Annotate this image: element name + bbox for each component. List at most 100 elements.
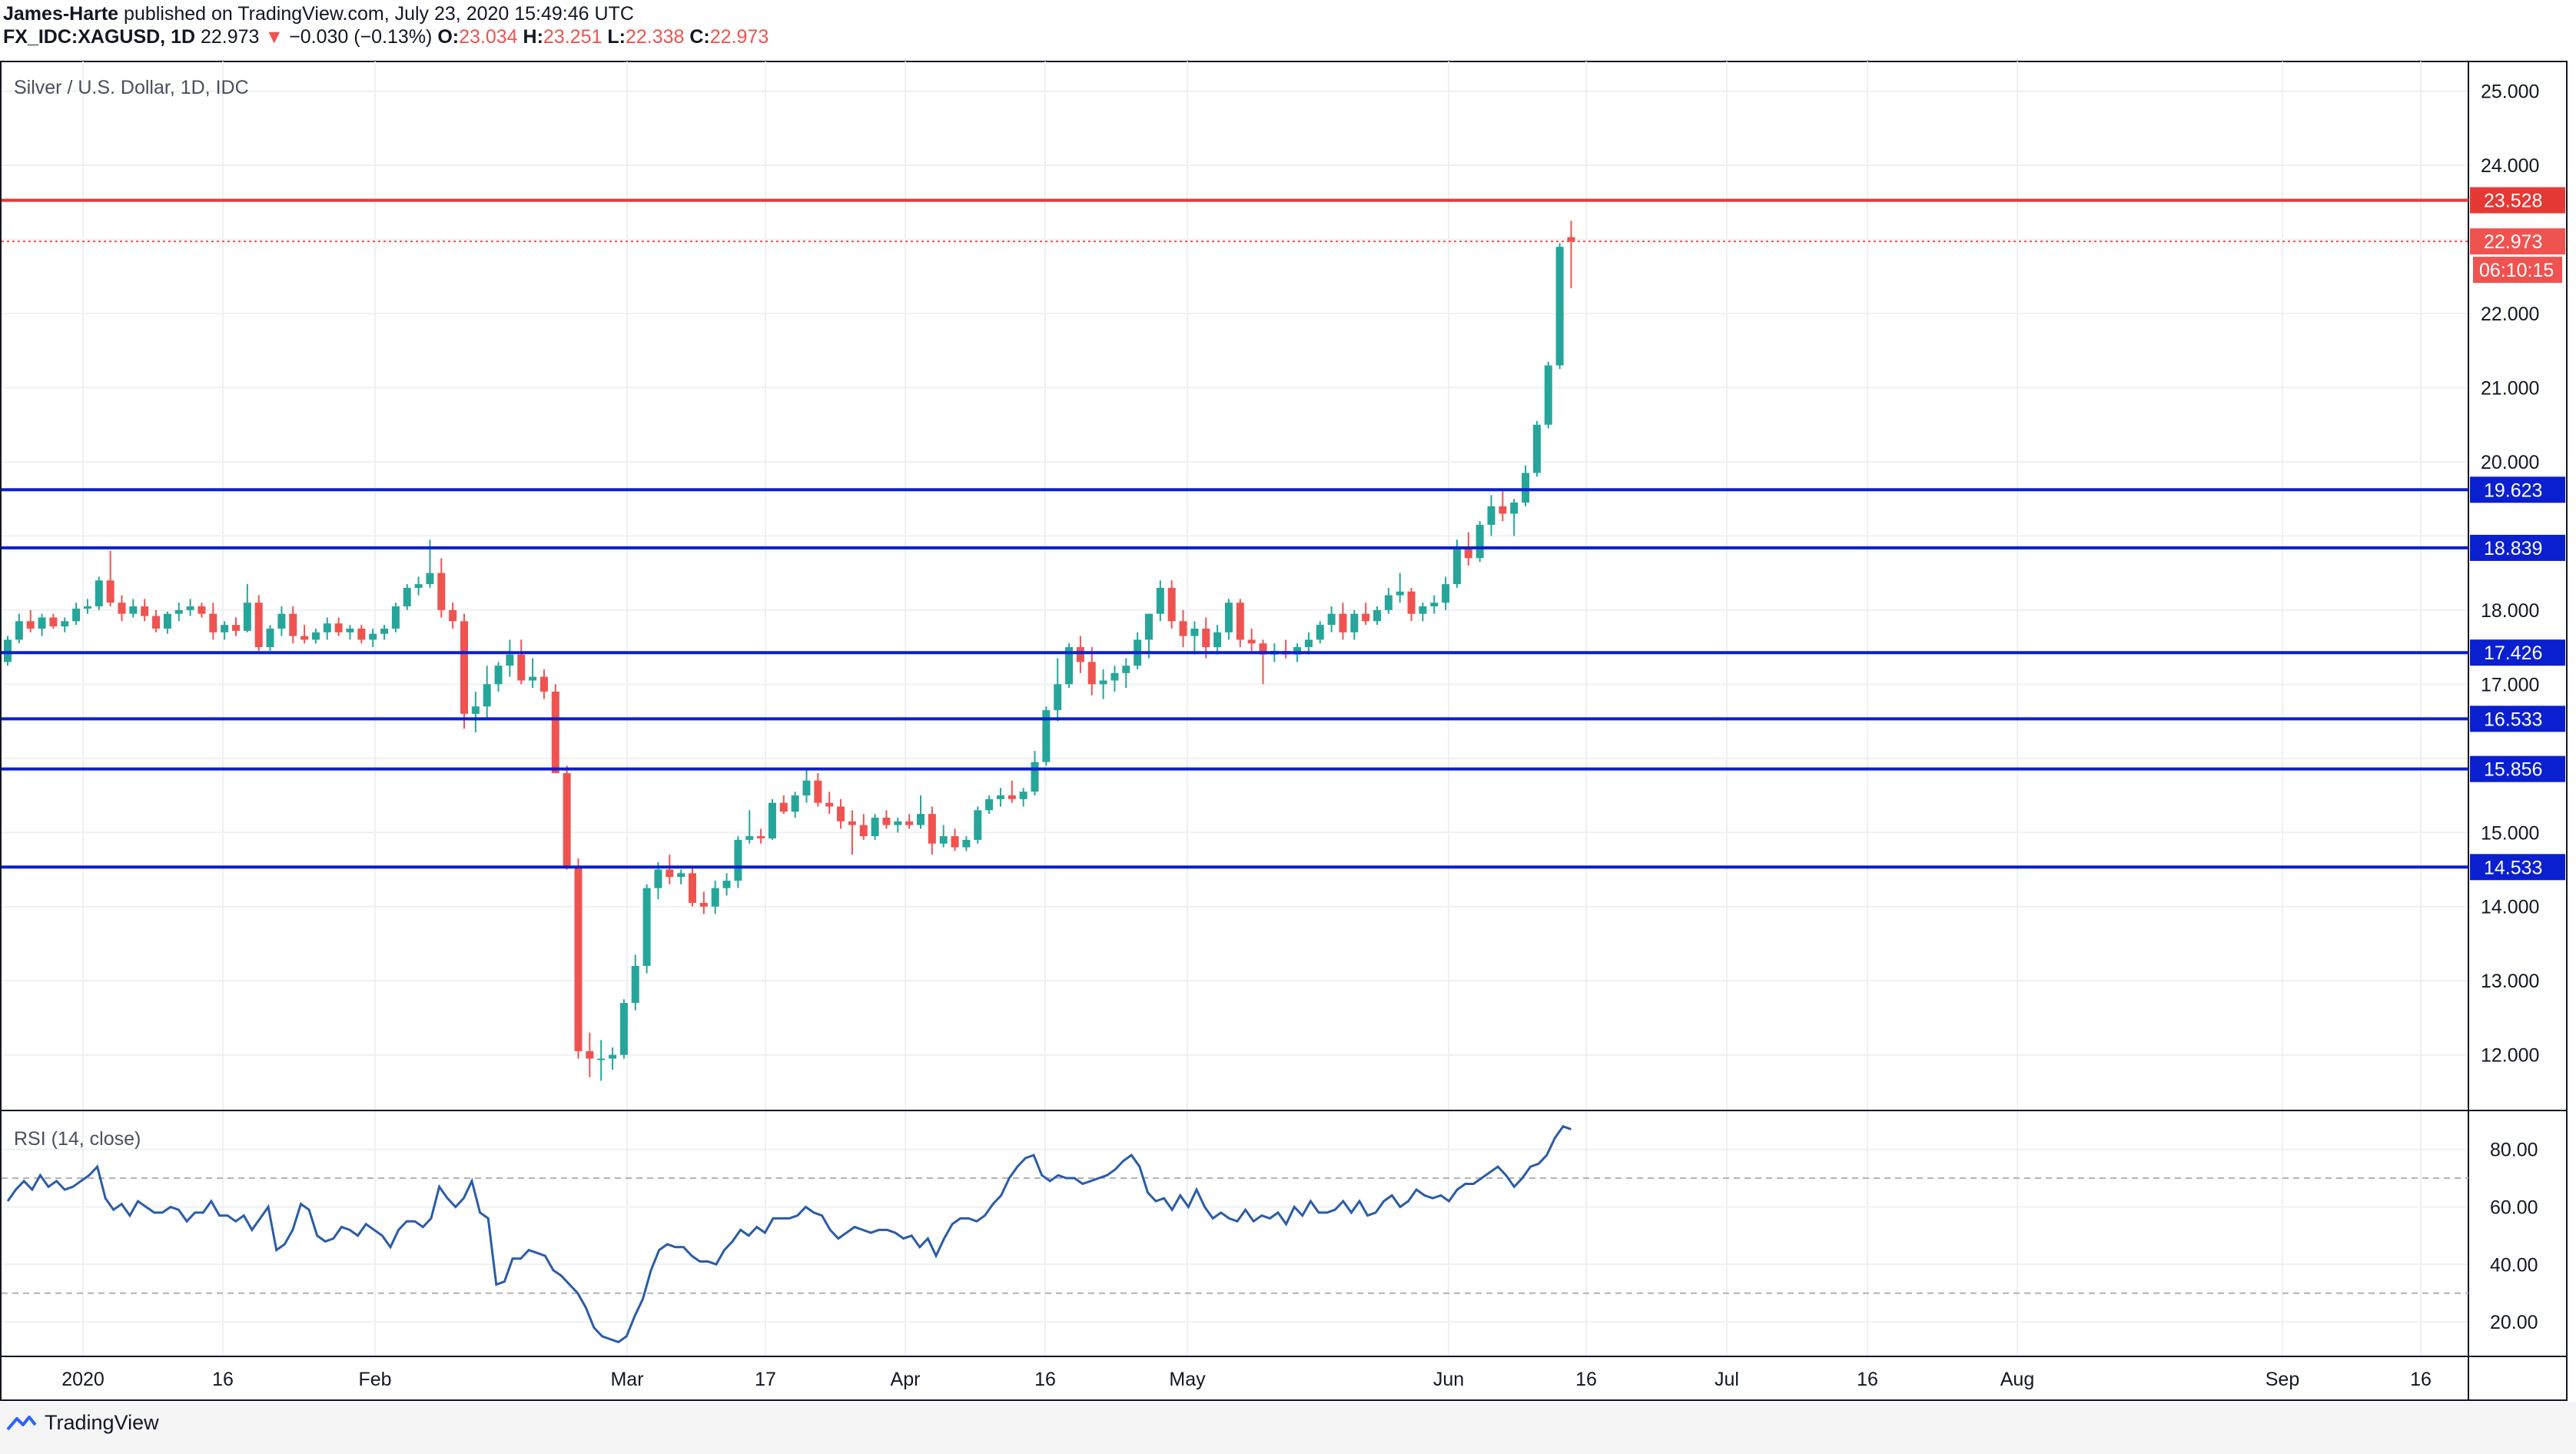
time-tick-label: Feb xyxy=(358,1369,391,1390)
rsi-tick-label: 20.00 xyxy=(2490,1312,2538,1333)
candle-up xyxy=(1384,595,1393,610)
candle-up xyxy=(506,654,514,666)
author-name[interactable]: James-Harte xyxy=(3,3,119,25)
candle-down xyxy=(209,613,217,632)
last-price-box xyxy=(2470,228,2565,255)
candle-up xyxy=(494,666,503,685)
candle-down xyxy=(814,780,822,803)
candle-up xyxy=(1224,603,1233,632)
rsi-tick-label: 60.00 xyxy=(2490,1197,2538,1218)
candle-down xyxy=(437,573,446,610)
candle-down xyxy=(1247,639,1256,644)
candle-up xyxy=(529,676,537,681)
level-label: 15.856 xyxy=(2484,759,2542,781)
tradingview-logo[interactable]: TradingView xyxy=(6,1411,159,1435)
candle-down xyxy=(449,609,457,622)
candle-down xyxy=(882,817,891,825)
candle-up xyxy=(1304,639,1313,648)
candle-up xyxy=(61,621,69,627)
candle-up xyxy=(1373,609,1381,622)
footer-bar: TradingView xyxy=(0,1402,2576,1454)
candle-up xyxy=(323,623,331,632)
level-label: 18.839 xyxy=(2484,538,2542,559)
price-tick-label: 18.000 xyxy=(2481,600,2539,622)
candle-up xyxy=(609,1054,617,1059)
change-text: −0.030 (−0.13%) xyxy=(289,26,433,48)
symbol-label[interactable]: FX_IDC:XAGUSD, 1D xyxy=(3,26,196,48)
publication-line: James-Harte published on TradingView.com… xyxy=(3,3,634,25)
close-label: C: xyxy=(689,26,710,48)
candle-up xyxy=(745,836,754,840)
candle-up xyxy=(917,814,925,825)
candle-up xyxy=(1522,473,1530,503)
candle-up xyxy=(974,810,982,840)
level-label-box xyxy=(2470,187,2565,214)
rsi-tick-label: 80.00 xyxy=(2490,1140,2538,1161)
candle-up xyxy=(722,880,731,888)
level-label-box xyxy=(2470,854,2565,881)
price-tick-label: 22.000 xyxy=(2481,304,2539,325)
ohlc-legend: FX_IDC:XAGUSD, 1D 22.973 ▼ −0.030 (−0.13… xyxy=(3,26,768,48)
candle-down xyxy=(289,613,297,636)
candle-up xyxy=(426,573,434,585)
brand-label: TradingView xyxy=(45,1411,159,1434)
candle-down xyxy=(1167,587,1176,622)
candle-down xyxy=(1339,613,1347,632)
candle-up xyxy=(380,628,389,634)
candle-down xyxy=(1179,621,1187,636)
price-tick-label: 20.000 xyxy=(2481,452,2539,473)
candle-up xyxy=(1430,603,1439,607)
candle-down xyxy=(1499,506,1507,514)
candle-up xyxy=(1293,647,1302,655)
candle-down xyxy=(232,625,240,631)
chart-frame xyxy=(0,61,2568,1401)
candle-down xyxy=(26,621,35,629)
candle-up xyxy=(129,606,138,614)
candle-down xyxy=(106,580,115,603)
candle-up xyxy=(369,633,377,640)
level-label-box xyxy=(2470,755,2565,782)
price-tick-label: 15.000 xyxy=(2481,822,2539,844)
time-tick-label: 2020 xyxy=(61,1369,105,1390)
candle-down xyxy=(152,616,161,629)
candle-up xyxy=(1350,613,1359,632)
down-arrow-icon: ▼ xyxy=(264,26,284,48)
candle-up xyxy=(734,839,742,881)
level-label: 17.426 xyxy=(2484,642,2542,664)
level-label-box xyxy=(2470,476,2565,503)
last-price-label: 22.973 xyxy=(2484,231,2542,253)
candle-down xyxy=(1407,591,1416,614)
price-tick-label: 25.000 xyxy=(2481,81,2539,103)
open-value: 23.034 xyxy=(459,26,518,48)
candle-down xyxy=(666,869,674,878)
candle-down xyxy=(848,821,856,825)
chart-area[interactable]: Silver / U.S. Dollar, 1D, IDC 25.000 24.00… xyxy=(0,0,2576,1402)
candle-up xyxy=(483,684,491,707)
candle-up xyxy=(266,628,274,648)
candle-down xyxy=(254,603,263,648)
candle-down xyxy=(357,628,366,640)
candle-up xyxy=(1396,591,1404,596)
candle-up xyxy=(1110,672,1119,681)
candle-down xyxy=(198,606,206,614)
rsi-tick-label: 40.00 xyxy=(2490,1254,2538,1276)
candle-up xyxy=(391,606,400,629)
candle-up xyxy=(311,632,320,640)
time-tick-label: 17 xyxy=(755,1369,776,1390)
time-tick-label: Mar xyxy=(610,1369,643,1390)
time-tick-label: May xyxy=(1169,1369,1206,1390)
close-value: 22.973 xyxy=(709,26,769,48)
candle-down xyxy=(951,836,959,848)
candle-up xyxy=(1555,247,1564,366)
candle-up xyxy=(1213,632,1222,648)
candle-down xyxy=(460,621,468,714)
candle-down xyxy=(300,636,309,640)
level-label: 19.623 xyxy=(2484,480,2542,501)
candle-up xyxy=(414,584,423,588)
candle-up xyxy=(711,888,719,907)
candle-down xyxy=(699,902,708,907)
candle-down xyxy=(118,603,126,614)
time-tick-label: Jun xyxy=(1433,1369,1464,1390)
candle-up xyxy=(15,621,23,640)
candle-up xyxy=(346,628,354,632)
